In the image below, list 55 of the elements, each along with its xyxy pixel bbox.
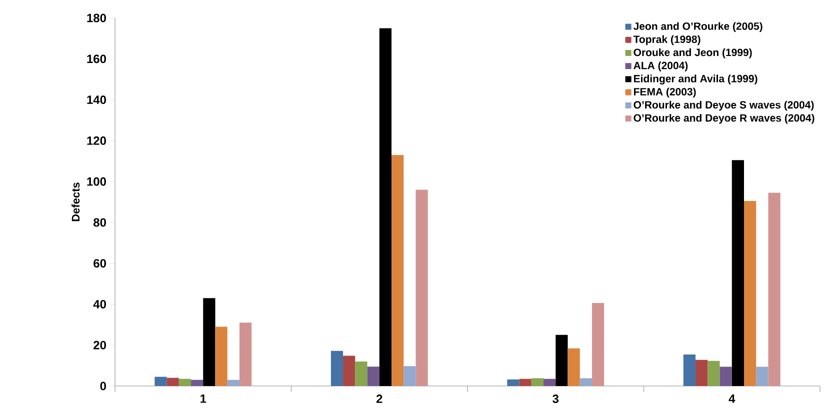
bar [768, 192, 780, 386]
legend-label: Orouke and Jeon (1999) [634, 48, 752, 58]
bar [592, 302, 604, 386]
bar [744, 200, 756, 386]
bar [239, 322, 252, 386]
y-tick-label: 160 [87, 54, 106, 64]
legend-label: ALA (2004) [634, 62, 688, 72]
x-tick-label: 3 [552, 394, 559, 404]
legend-label: O’Rourke and Deyoe S waves (2004) [634, 100, 814, 111]
bar [531, 378, 544, 386]
bar [568, 348, 580, 386]
y-tick-label: 140 [87, 96, 106, 104]
bar [732, 160, 744, 386]
bar [756, 366, 768, 386]
bar [720, 366, 732, 386]
x-tick-label: 2 [376, 394, 382, 403]
bar [580, 378, 592, 386]
bar [696, 360, 708, 386]
y-tick-label: 60 [94, 259, 106, 268]
x-tick-label: 4 [728, 394, 736, 403]
bar [507, 379, 520, 386]
y-tick-label: 20 [94, 340, 106, 350]
bar [392, 154, 404, 386]
y-axis-title: Defects [72, 182, 80, 222]
legend-label: O’Rourke and Deyoe R waves (2004) [634, 114, 814, 124]
bar [166, 378, 179, 386]
y-tick-label: 80 [94, 218, 106, 227]
bar [215, 326, 228, 386]
bar [330, 350, 344, 386]
bar [367, 366, 380, 386]
bar [519, 378, 532, 386]
y-tick-label: 0 [100, 382, 106, 390]
y-tick-label: 120 [87, 136, 106, 145]
legend-label: Jeon and O’Rourke (2005) [633, 22, 762, 32]
bar [544, 378, 556, 386]
bar [203, 298, 216, 386]
bar [556, 334, 568, 386]
bar [416, 190, 428, 386]
y-tick-label: 180 [87, 14, 106, 22]
legend-label: Toprak (1998) [633, 35, 700, 46]
bar [708, 360, 720, 386]
y-tick-label: 40 [93, 300, 106, 308]
y-tick-label: 100 [87, 177, 106, 186]
bar [154, 376, 167, 386]
bar [355, 361, 368, 386]
legend-label: Eidinger and Avila (1999) [634, 74, 758, 84]
bar [683, 354, 696, 386]
bar [343, 356, 356, 386]
bar [178, 378, 192, 386]
bar [379, 28, 392, 386]
bar [227, 380, 240, 386]
x-tick-label: 1 [200, 394, 206, 403]
bar [191, 380, 204, 386]
bar [404, 366, 416, 386]
legend-label: FEMA (2003) [634, 88, 696, 98]
